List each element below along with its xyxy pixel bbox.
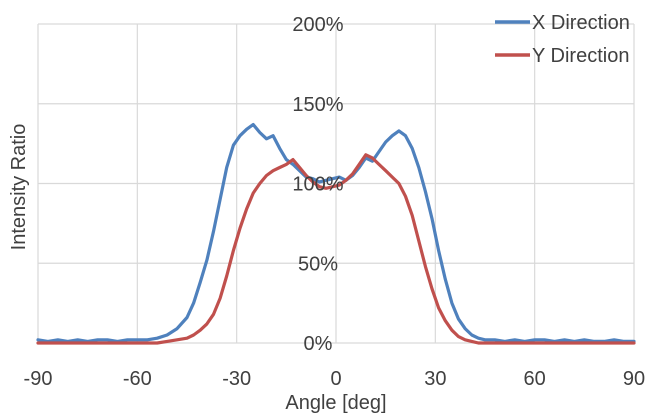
gridlines <box>37 23 635 344</box>
y-tick-label: 150% <box>292 94 343 116</box>
series-lines <box>36 122 636 345</box>
y-tick-label: 200% <box>292 14 343 36</box>
x-tick-label: 0 <box>330 368 341 390</box>
x-tick-label: -60 <box>123 368 152 390</box>
series-line <box>36 153 636 345</box>
x-tick-label: 30 <box>424 368 446 390</box>
legend: X Direction Y Direction <box>495 12 630 67</box>
y-tick-label: 100% <box>292 174 343 196</box>
x-tick-label: -30 <box>222 368 251 390</box>
x-tick-label: 60 <box>524 368 546 390</box>
y-tick-label: 0% <box>304 333 333 355</box>
legend-label: Y Direction <box>532 45 629 67</box>
x-axis-title: Angle [deg] <box>285 392 386 414</box>
tick-labels: -90 -60 -30 0 30 60 90 0% 50% 100% 150% 200% <box>24 14 646 390</box>
x-tick-label: 90 <box>623 368 645 390</box>
y-tick-label: 50% <box>298 253 338 275</box>
legend-label: X Direction <box>532 12 630 34</box>
x-tick-label: -90 <box>24 368 53 390</box>
series-line <box>36 122 636 343</box>
y-axis-title: Intensity Ratio <box>8 124 30 251</box>
